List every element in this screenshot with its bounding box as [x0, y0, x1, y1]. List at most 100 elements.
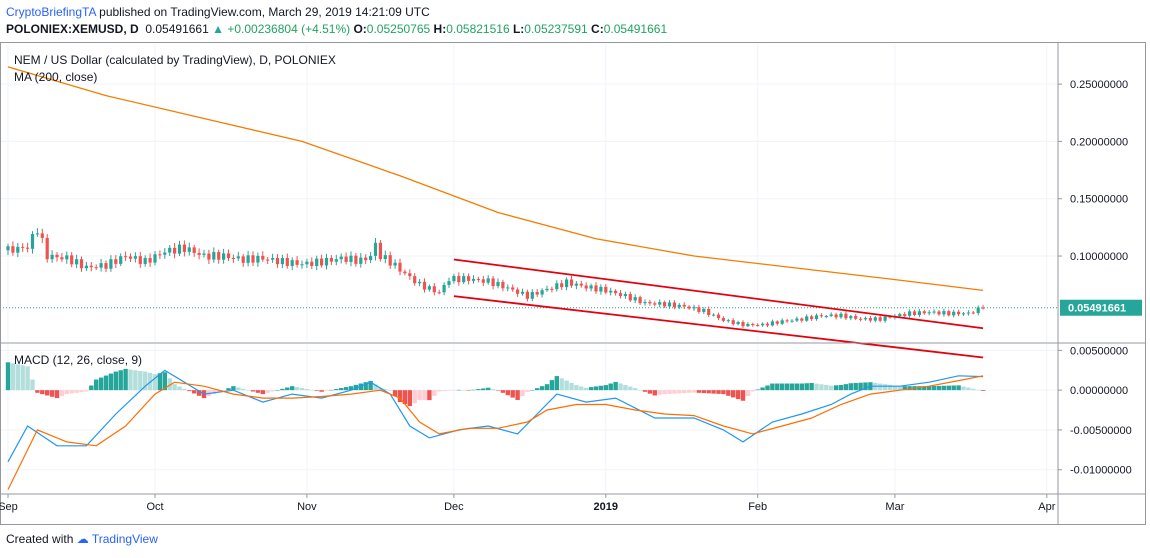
- up-arrow-icon: ▲: [212, 22, 224, 36]
- macd-histogram-bar: [789, 383, 795, 391]
- candle-down: [716, 314, 721, 319]
- candle-up: [795, 318, 799, 321]
- candle-up: [236, 256, 240, 259]
- macd-histogram-bar: [505, 390, 510, 396]
- candle-up: [824, 316, 828, 318]
- macd-histogram-bar: [84, 390, 89, 392]
- macd-histogram-bar: [745, 390, 751, 397]
- candle-up: [16, 246, 20, 253]
- macd-histogram-bar: [902, 386, 907, 391]
- candle-up: [609, 290, 613, 293]
- candle-up: [942, 311, 946, 315]
- candle-up: [202, 253, 206, 255]
- candle-down: [579, 283, 583, 286]
- candle-down: [241, 256, 245, 263]
- candle-down: [70, 255, 74, 265]
- candle-up: [177, 244, 182, 254]
- price-axis-label: 0.15000000: [1070, 194, 1128, 206]
- macd-histogram-bar: [407, 390, 412, 407]
- candle-up: [530, 291, 534, 299]
- macd-histogram-bar: [265, 390, 270, 393]
- macd-histogram-bar: [520, 390, 525, 397]
- macd-histogram-bar: [285, 387, 290, 391]
- candle-down: [26, 247, 30, 249]
- macd-axis-label: 0.00500000: [1070, 345, 1128, 357]
- macd-histogram-bar: [182, 388, 187, 391]
- candle-up: [6, 246, 10, 251]
- macd-histogram-bar: [735, 390, 741, 400]
- candle-down: [408, 273, 412, 277]
- candle-up: [280, 257, 284, 265]
- candle-down: [251, 255, 255, 263]
- time-axis-label: Apr: [1038, 501, 1055, 513]
- candle-up: [520, 291, 525, 294]
- macd-histogram-bar: [275, 390, 280, 391]
- macd-histogram-bar: [721, 390, 726, 395]
- author-link[interactable]: CryptoBriefingTA: [6, 5, 96, 19]
- macd-histogram-bar: [829, 385, 834, 391]
- macd-histogram-bar: [64, 390, 69, 395]
- candle-up: [898, 314, 902, 317]
- macd-histogram: [5, 362, 986, 407]
- macd-histogram-bar: [878, 383, 883, 391]
- macd-histogram-bar: [397, 390, 403, 403]
- macd-histogram-bar: [784, 383, 790, 391]
- candle-down: [775, 321, 779, 324]
- candle-down: [888, 316, 892, 318]
- macd-axis[interactable]: 0.00500000 0.00000000 -0.00500000 -0.010000…: [1058, 345, 1132, 477]
- macd-histogram-bar: [241, 388, 246, 391]
- macd-histogram-bar: [927, 386, 932, 391]
- macd-histogram-bar: [510, 390, 515, 398]
- tradingview-brand-link[interactable]: TradingView: [91, 532, 158, 546]
- chart-area[interactable]: 0.25000000 0.20000000 0.15000000 0.10000000…: [0, 42, 1150, 526]
- price-axis-label: 0.25000000: [1070, 79, 1128, 91]
- tradingview-logo-icon: ☁: [76, 532, 89, 546]
- time-axis[interactable]: Sep Oct Nov Dec 2019 Feb Mar Apr: [0, 494, 1056, 513]
- macd-histogram-bar: [672, 390, 677, 394]
- macd-histogram-bar: [319, 390, 324, 392]
- macd-histogram-bar: [794, 383, 800, 391]
- candle-up: [574, 283, 578, 286]
- candles: [6, 228, 985, 328]
- candle-up: [369, 255, 373, 261]
- macd-histogram-bar: [579, 386, 584, 391]
- macd-histogram-bar: [59, 390, 65, 397]
- macd-histogram-bar: [250, 390, 256, 392]
- candle-up: [315, 258, 319, 266]
- price-axis[interactable]: 0.25000000 0.20000000 0.15000000 0.10000000: [1058, 79, 1128, 263]
- candle-down: [354, 255, 358, 264]
- macd-histogram-bar: [427, 390, 432, 401]
- macd-histogram-bar: [628, 386, 633, 391]
- macd-histogram-bar: [642, 390, 648, 392]
- macd-histogram-bar: [652, 390, 657, 396]
- candle-down: [957, 311, 961, 315]
- macd-histogram-bar: [260, 390, 265, 395]
- footer: Created with ☁ TradingView: [6, 532, 158, 546]
- candle-down: [663, 302, 667, 307]
- candle-up: [271, 258, 275, 260]
- candle-down: [217, 252, 221, 260]
- candle-down: [614, 290, 618, 294]
- macd-histogram-bar: [980, 390, 986, 391]
- low-label: L:: [512, 22, 525, 36]
- close-value: 0.05491661: [603, 22, 668, 36]
- candle-down: [114, 259, 118, 264]
- macd-histogram-bar: [10, 363, 16, 391]
- candle-up: [761, 323, 765, 326]
- candle-down: [618, 293, 623, 296]
- macd-histogram-bar: [245, 390, 251, 391]
- channel-lower-line: [453, 295, 984, 359]
- candle-up: [153, 254, 157, 263]
- macd-histogram-bar: [192, 390, 197, 394]
- candle-up: [780, 320, 784, 324]
- candle-down: [550, 288, 554, 290]
- macd-histogram-bar: [848, 383, 853, 391]
- macd-histogram-bar: [922, 386, 927, 391]
- macd-histogram-bar: [760, 387, 765, 391]
- candle-up: [163, 252, 167, 255]
- candle-down: [231, 257, 235, 259]
- macd-histogram-bar: [74, 390, 79, 393]
- channel-upper-line: [453, 258, 984, 330]
- macd-histogram-bar: [231, 386, 236, 391]
- candle-down: [413, 276, 417, 284]
